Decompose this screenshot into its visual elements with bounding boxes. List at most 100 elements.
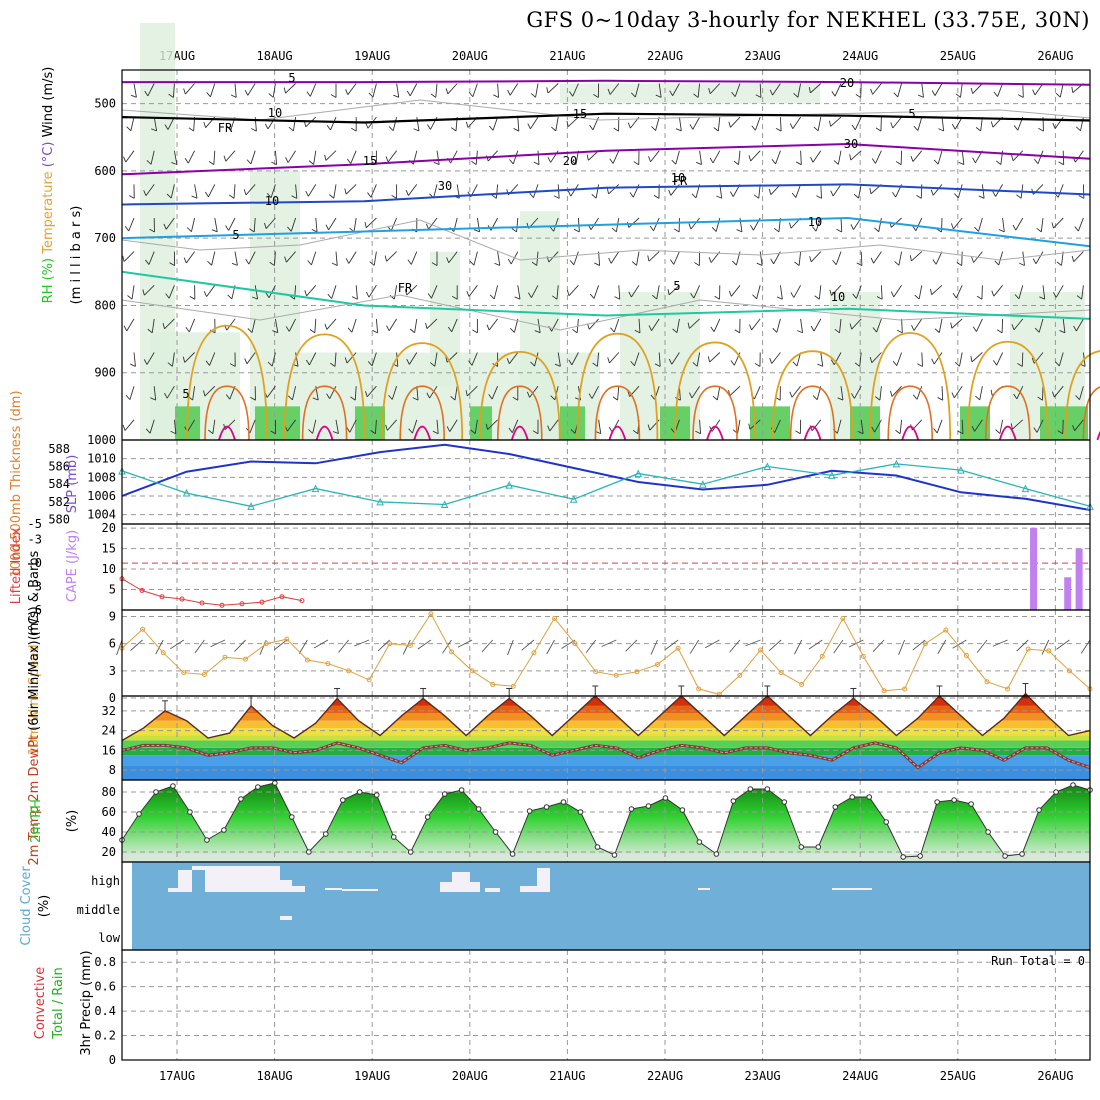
wind-barb <box>734 318 741 334</box>
wind-barb-shaft <box>512 150 519 165</box>
wind-barb-shaft <box>916 386 923 400</box>
wind-barb <box>849 150 862 161</box>
precip-tick: 0.4 <box>94 1004 116 1018</box>
wind-barb-shaft <box>691 385 700 399</box>
wind-barb-flag <box>1036 227 1042 233</box>
wind-barb-shaft <box>186 251 195 264</box>
wind-barb <box>589 116 600 131</box>
wind-barb-flag <box>793 93 799 98</box>
wind-barb-flag <box>673 228 680 233</box>
rh-marker <box>221 827 227 833</box>
wind-barb-flag <box>162 323 165 329</box>
wind-barb <box>870 251 882 264</box>
wind-barb-shaft <box>329 385 337 399</box>
wind-barb <box>409 318 418 334</box>
wind-barb-shaft <box>210 83 216 97</box>
precip-tick: 0 <box>109 1053 116 1067</box>
wind-barb <box>506 352 519 364</box>
wind-barb-shaft <box>676 318 680 333</box>
wind-barb-shaft <box>516 217 519 232</box>
wind-barb-flag <box>548 326 553 332</box>
wind-barb <box>754 352 761 367</box>
wind-barb-shaft <box>851 318 862 330</box>
wind10-barb-shaft <box>377 639 391 652</box>
wind-barb-flag <box>312 397 319 401</box>
wind-barb-shaft <box>268 285 276 298</box>
date-label-bottom: 23AUG <box>745 1069 781 1083</box>
wind-barb-flag <box>351 296 358 300</box>
panel-frame <box>121 609 1091 697</box>
wind10-barb <box>155 639 164 655</box>
wind-barb-flag <box>1072 425 1076 431</box>
wind-barb-flag <box>938 128 944 132</box>
wind10-barb-shaft <box>689 639 700 654</box>
wind-barb-flag <box>1011 324 1015 330</box>
wind-barb-flag <box>551 295 558 300</box>
wind-barb-flag <box>630 92 636 98</box>
wind10-marker <box>881 688 887 694</box>
temp-contour-35 <box>803 425 822 441</box>
temp-band <box>122 765 1090 780</box>
wind-barb <box>876 285 883 300</box>
wind-barb-shaft <box>754 386 761 400</box>
temp-contour-35 <box>315 425 334 441</box>
wind-barb-flag <box>708 257 712 263</box>
precip-tick: 0.2 <box>94 1029 116 1043</box>
wind-barb-flag <box>930 189 934 196</box>
wind-barb-shaft <box>941 386 944 401</box>
wind-barb-flag <box>817 363 823 367</box>
wind-barb <box>753 184 761 199</box>
isotherm-label: 5 <box>288 71 295 85</box>
date-label-bottom: 22AUG <box>647 1069 683 1083</box>
wind-barb <box>593 83 600 98</box>
wind-barb <box>285 318 297 332</box>
wind-barb-flag <box>553 195 560 199</box>
wind-barb-shaft <box>234 83 237 98</box>
wind-barb <box>951 116 963 130</box>
wind-barb <box>690 285 701 299</box>
rh-marker <box>509 851 516 857</box>
wind10-barb <box>625 639 638 652</box>
wind-barb-flag <box>270 430 276 435</box>
wind-barb-shaft <box>253 217 256 232</box>
wind-barb-shaft <box>978 217 983 232</box>
wind-barb <box>243 184 256 196</box>
wind-barb-flag <box>895 429 901 435</box>
wind-barb-flag <box>849 154 852 161</box>
rh-marker <box>238 796 244 802</box>
wind-barb <box>831 83 842 97</box>
rh-marker <box>730 798 737 804</box>
wind10-marker <box>428 611 434 617</box>
wind-barb-flag <box>344 188 347 195</box>
wind-barb <box>851 385 862 399</box>
rh-marker <box>611 852 618 858</box>
wind-barb-flag <box>146 159 152 165</box>
wind-barb <box>186 217 196 232</box>
wind-barb-flag <box>890 390 893 397</box>
isotherm-label: 5 <box>182 387 189 401</box>
label-part: (%) <box>37 895 52 918</box>
wind-barb-flag <box>211 229 218 233</box>
wind-barb <box>654 352 661 367</box>
wind-barb-flag <box>707 356 711 363</box>
temp-band <box>122 713 1090 721</box>
wind-barb-shaft <box>772 83 781 96</box>
wind-barb-shaft <box>447 83 458 95</box>
wind-barb-flag <box>648 325 652 331</box>
wind-barb-flag <box>653 194 660 199</box>
wind-barb-shaft <box>737 419 741 434</box>
wind-barb-flag <box>931 358 935 365</box>
isotherm-label: 10 <box>268 106 282 120</box>
wind10-marker <box>613 672 619 678</box>
wind-barb-flag <box>872 327 877 333</box>
temp-contour-30 <box>692 385 738 441</box>
wind-barb <box>748 150 761 162</box>
wind-barb <box>283 83 296 94</box>
wind-barb-shaft <box>953 385 963 399</box>
slp-ylabel-text: SLP (mb) <box>65 455 80 514</box>
wind-barb <box>950 217 963 230</box>
wind-barb-shaft <box>931 284 943 296</box>
rh-contour <box>121 294 1091 331</box>
wind10-marker <box>325 661 331 667</box>
wind-barb <box>568 83 579 97</box>
